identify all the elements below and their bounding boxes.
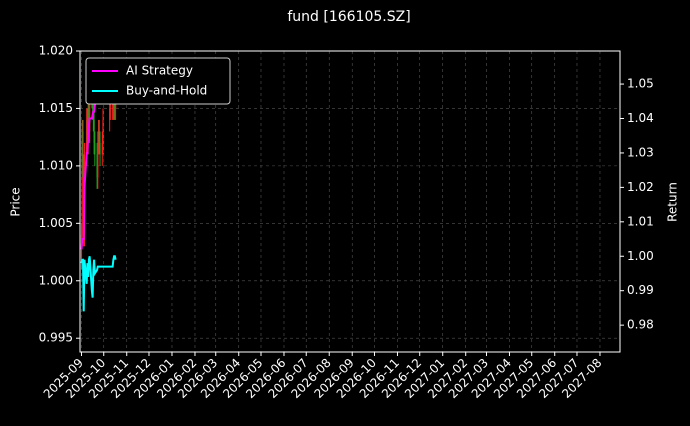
candle-body bbox=[109, 108, 112, 109]
y2-tick-label: 1.04 bbox=[627, 111, 654, 125]
candle-body bbox=[82, 131, 84, 166]
legend-box bbox=[85, 57, 231, 105]
y-tick-label: 0.995 bbox=[39, 331, 73, 345]
candle-body bbox=[102, 119, 104, 143]
plot-frame bbox=[79, 50, 621, 353]
series-line bbox=[80, 255, 117, 312]
candle-body bbox=[97, 131, 100, 143]
candle-body bbox=[98, 131, 100, 143]
y2-tick-label: 0.99 bbox=[627, 283, 654, 297]
candle-body bbox=[109, 108, 111, 120]
y-tick-label: 1.020 bbox=[39, 44, 73, 58]
y-axis-label: Price bbox=[9, 187, 23, 216]
y2-tick-label: 1.03 bbox=[627, 145, 654, 159]
y2-tick-label: 1.02 bbox=[627, 180, 654, 194]
candle-body bbox=[89, 96, 91, 132]
candle-body bbox=[97, 142, 99, 178]
y-tick-label: 1.015 bbox=[39, 101, 73, 115]
y2-tick-label: 1.01 bbox=[627, 214, 654, 228]
legend-label: AI Strategy bbox=[126, 64, 193, 78]
y2-tick-label: 1.00 bbox=[627, 249, 654, 263]
y-tick-label: 1.005 bbox=[39, 216, 73, 230]
candle-body bbox=[96, 154, 98, 178]
candle-body bbox=[101, 142, 103, 155]
candle-body bbox=[112, 108, 114, 109]
y-tick-label: 1.000 bbox=[39, 273, 73, 287]
candle-body bbox=[86, 119, 88, 155]
candle-body bbox=[93, 119, 95, 143]
candle-body bbox=[81, 131, 83, 235]
y-tick-label: 1.010 bbox=[39, 158, 73, 172]
candle-body bbox=[94, 142, 96, 155]
candle-body bbox=[112, 108, 114, 109]
candle-body bbox=[86, 119, 89, 143]
candle-body bbox=[99, 142, 101, 155]
y2-tick-label: 0.98 bbox=[627, 318, 654, 332]
y2-tick-label: 1.05 bbox=[627, 77, 654, 91]
chart-title: fund [166105.SZ] bbox=[287, 9, 410, 25]
legend-label: Buy-and-Hold bbox=[126, 84, 207, 98]
y2-axis-label: Return bbox=[666, 182, 680, 222]
